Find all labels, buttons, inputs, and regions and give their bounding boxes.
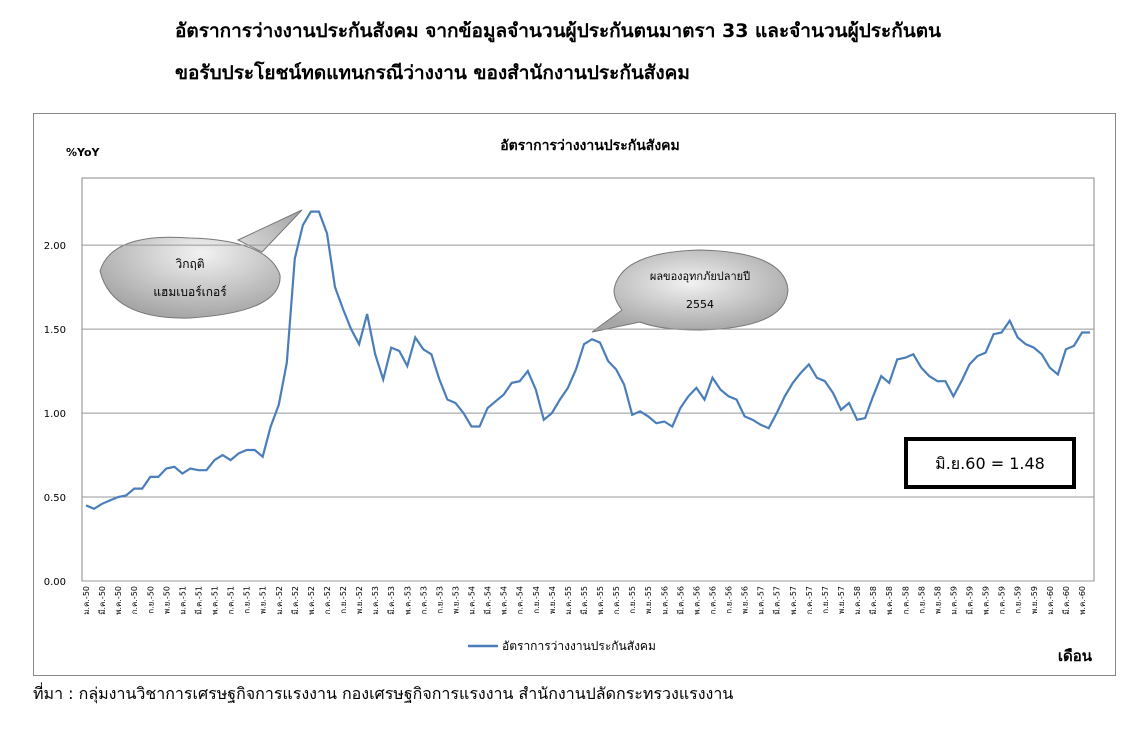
x-tick-label: พ.ค.-59: [982, 586, 991, 615]
x-tick-label: ม.ค.-57: [757, 586, 766, 615]
x-tick-label: ม.ค.-56: [660, 586, 669, 615]
x-tick-label: ม.ค.-59: [949, 586, 958, 615]
x-tick-label: มี.ค.-55: [580, 586, 589, 615]
y-tick-label: 0.50: [44, 493, 66, 504]
legend-label: อัตราการว่างงานประกันสังคม: [502, 639, 656, 653]
x-tick-label: ม.ค.-53: [371, 586, 380, 615]
x-tick-label: ม.ค.-60: [1046, 586, 1055, 615]
x-tick-label: ก.ย.-51: [243, 586, 252, 614]
x-tick-label: ก.ค.-56: [708, 586, 717, 614]
data-line: [85, 210, 1090, 511]
x-tick-label: พ.ค.-53: [403, 586, 412, 615]
x-tick-label: ก.ค.-59: [998, 586, 1007, 614]
x-tick-label: ก.ค.-58: [901, 586, 910, 614]
chart-frame: [33, 113, 1116, 676]
x-tick-label: พ.ย.-56: [741, 586, 750, 614]
x-tick-label: พ.ค.-51: [211, 586, 220, 615]
x-tick-label: พ.ย.-52: [355, 586, 364, 614]
x-tick-label: ม.ค.-51: [178, 586, 187, 615]
x-tick-label: ม.ค.-58: [853, 586, 862, 615]
x-tick-label: พ.ย.-51: [259, 586, 268, 614]
x-tick-label: ก.ย.-57: [821, 586, 830, 614]
x-tick-label: มี.ค.-51: [194, 586, 203, 615]
x-tick-label: ก.ค.-52: [323, 586, 332, 614]
x-tick-label: ก.ย.-58: [917, 586, 926, 614]
x-tick-label: ก.ค.-51: [227, 586, 236, 614]
x-tick-label: ก.ย.-54: [532, 586, 541, 614]
x-tick-label: มี.ค.-60: [1062, 586, 1071, 615]
x-tick-label: มี.ค.-53: [387, 586, 396, 615]
x-tick-label: พ.ค.-52: [307, 586, 316, 615]
x-axis-label: เดือน: [1058, 647, 1093, 665]
x-tick-label: ก.ย.-52: [339, 586, 348, 614]
x-tick-label: พ.ค.-54: [500, 586, 509, 615]
x-tick-label: ก.ค.-57: [805, 586, 814, 614]
x-tick-label: พ.ค.-56: [692, 586, 701, 615]
x-tick-label: พ.ย.-57: [837, 586, 846, 614]
x-tick-label: ก.ค.-50: [130, 586, 139, 614]
x-tick-label: ก.ค.-53: [419, 586, 428, 614]
x-tick-label: พ.ค.-55: [596, 586, 605, 615]
x-tick-label: ม.ค.-50: [82, 586, 91, 615]
x-tick-label: ก.ย.-50: [146, 586, 155, 614]
x-tick-label: พ.ค.-50: [114, 586, 123, 615]
callout-bubble: [591, 249, 789, 333]
annotation: แฮมเบอร์เกอร์: [153, 285, 227, 299]
y-tick-label: 1.50: [44, 325, 66, 336]
value-box-text: มิ.ย.60 = 1.48: [935, 454, 1045, 473]
y-tick-label: 1.00: [44, 409, 66, 420]
chart-title: อัตราการว่างงานประกันสังคม: [500, 138, 680, 154]
annotation: ผลของอุทกภัยปลายปี: [650, 270, 750, 283]
x-tick-label: ม.ค.-54: [468, 586, 477, 615]
page-title: อัตราการว่างงานประกันสังคม จากข้อมูลจำนว…: [175, 20, 942, 42]
y-tick-label: 2.00: [44, 241, 66, 252]
x-tick-label: มี.ค.-50: [98, 586, 107, 615]
callout-bubble: [99, 209, 303, 319]
x-tick-label: พ.ย.-54: [548, 586, 557, 614]
y-axis-label: %YoY: [66, 146, 101, 159]
x-tick-label: พ.ย.-59: [1030, 586, 1039, 614]
x-tick-label: มี.ค.-56: [676, 586, 685, 615]
annotation: วิกฤติ: [175, 257, 204, 271]
x-tick-label: มี.ค.-59: [966, 586, 975, 615]
x-tick-label: พ.ค.-58: [885, 586, 894, 615]
x-tick-label: พ.ย.-58: [933, 586, 942, 614]
x-tick-label: ก.ค.-54: [516, 586, 525, 614]
x-tick-label: ก.ย.-55: [628, 586, 637, 614]
y-tick-label: 0.00: [44, 577, 66, 588]
value-box: [904, 437, 1076, 489]
x-tick-label: มี.ค.-58: [869, 586, 878, 615]
x-tick-label: ก.ย.-53: [435, 586, 444, 614]
x-tick-label: พ.ค.-57: [789, 586, 798, 615]
x-tick-label: ก.ย.-59: [1014, 586, 1023, 614]
x-tick-label: มี.ค.-54: [484, 586, 493, 615]
x-tick-label: มี.ค.-57: [773, 586, 782, 615]
annotation: 2554: [686, 298, 714, 311]
source-note: ที่มา : กลุ่มงานวิชาการเศรษฐกิจการแรงงาน…: [33, 684, 734, 703]
x-tick-label: พ.ค.-60: [1078, 586, 1087, 615]
x-tick-label: มี.ค.-52: [291, 586, 300, 615]
x-tick-label: พ.ย.-53: [451, 586, 460, 614]
x-tick-label: ม.ค.-55: [564, 586, 573, 615]
x-tick-label: พ.ย.-50: [162, 586, 171, 614]
x-tick-label: ก.ย.-56: [725, 586, 734, 614]
x-tick-label: ก.ค.-55: [612, 586, 621, 614]
page-title: ขอรับประโยชน์ทดแทนกรณีว่างงาน ของสำนักงา…: [175, 62, 690, 84]
x-tick-label: ม.ค.-52: [275, 586, 284, 615]
x-tick-label: พ.ย.-55: [644, 586, 653, 614]
